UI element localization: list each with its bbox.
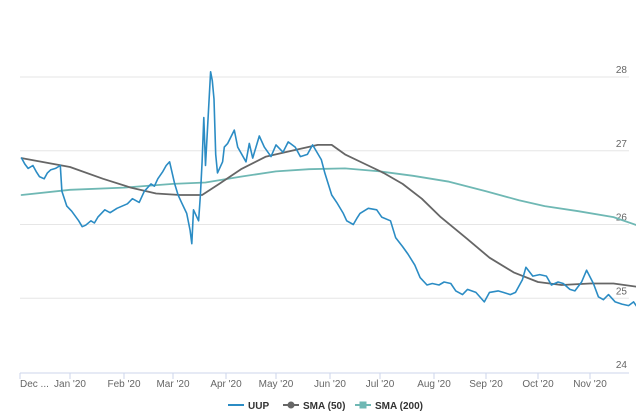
- x-tick-label: Dec ...: [20, 379, 49, 390]
- x-tick-label: May '20: [259, 379, 294, 390]
- x-tick-label: Nov '20: [573, 379, 607, 390]
- x-tick-label: Apr '20: [210, 379, 242, 390]
- x-tick-label: Mar '20: [156, 379, 189, 390]
- y-tick-label: 25: [616, 286, 628, 297]
- x-tick-label: Feb '20: [107, 379, 140, 390]
- legend[interactable]: UUP SMA (50) SMA (200): [228, 401, 423, 412]
- y-tick-label: 26: [616, 213, 628, 224]
- x-tick-label: Aug '20: [417, 379, 451, 390]
- legend-item-sma-50[interactable]: SMA (50): [283, 401, 345, 412]
- legend-item-sma-200[interactable]: SMA (200): [355, 401, 423, 412]
- legend-marker-square: [359, 401, 367, 409]
- legend-item-uup[interactable]: UUP: [228, 401, 269, 412]
- x-tick-label: Oct '20: [522, 379, 554, 390]
- y-axis-ticks: 24 25 26 27 28: [616, 65, 628, 371]
- x-tick-label: Jun '20: [314, 379, 346, 390]
- legend-label: UUP: [248, 401, 269, 412]
- legend-label: SMA (200): [375, 401, 423, 412]
- legend-label: SMA (50): [303, 401, 345, 412]
- gridlines: [20, 76, 629, 299]
- series-line-uup: [20, 71, 636, 307]
- series-line-sma-200: [20, 167, 636, 226]
- y-tick-label: 28: [616, 65, 628, 76]
- y-tick-label: 24: [616, 360, 628, 371]
- series-lines: [20, 71, 636, 307]
- legend-marker-circle: [287, 401, 295, 409]
- x-tick-label: Jul '20: [366, 379, 395, 390]
- x-axis-ticks: Dec ... Jan '20 Feb '20 Mar '20 Apr '20 May '…: [19, 373, 607, 390]
- y-tick-label: 27: [616, 139, 628, 150]
- x-tick-label: Jan '20: [54, 379, 86, 390]
- series-line-sma-50: [20, 144, 636, 288]
- x-tick-label: Sep '20: [469, 379, 503, 390]
